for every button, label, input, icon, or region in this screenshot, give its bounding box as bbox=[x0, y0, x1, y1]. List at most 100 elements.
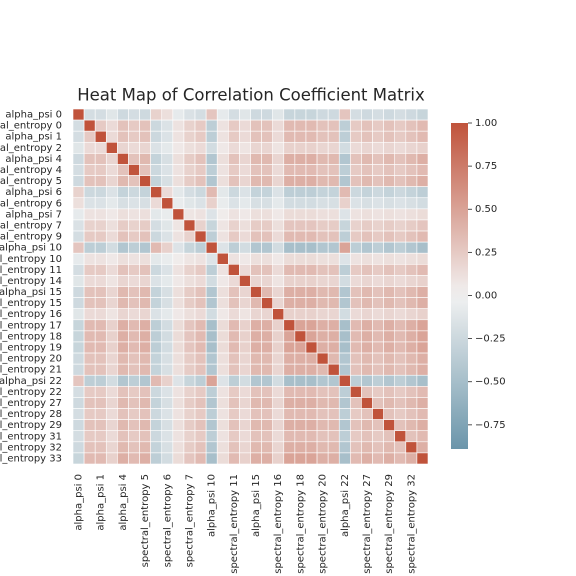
heatmap-cell bbox=[205, 330, 218, 343]
heatmap-cell bbox=[150, 153, 163, 165]
heatmap-cell bbox=[294, 352, 307, 365]
heatmap-cell bbox=[105, 119, 118, 132]
heatmap-cell bbox=[194, 186, 207, 199]
heatmap-cell bbox=[416, 363, 429, 376]
heatmap-cell bbox=[105, 108, 118, 121]
heatmap-cell bbox=[72, 186, 85, 199]
heatmap-cell bbox=[383, 386, 396, 398]
heatmap-cell bbox=[194, 363, 207, 376]
heatmap-cell bbox=[250, 252, 262, 265]
heatmap-cell bbox=[94, 341, 107, 354]
heatmap-cell bbox=[383, 264, 396, 276]
colorbar-tick-label: 0.50 bbox=[475, 204, 497, 215]
heatmap-cell bbox=[239, 130, 251, 143]
heatmap-cell bbox=[416, 197, 429, 210]
heatmap-cell bbox=[405, 108, 418, 121]
y-tick-label: spectral_entropy 4 bbox=[0, 165, 62, 176]
heatmap-cell bbox=[228, 419, 240, 432]
heatmap-cell bbox=[316, 197, 329, 210]
heatmap-cell bbox=[72, 264, 85, 276]
heatmap-cell bbox=[117, 264, 129, 276]
heatmap-cell bbox=[72, 297, 85, 309]
y-tick-label: spectral_entropy 0 bbox=[0, 121, 62, 132]
heatmap-cell bbox=[294, 441, 307, 454]
heatmap-cell bbox=[372, 386, 384, 398]
heatmap-cell bbox=[272, 186, 285, 199]
heatmap-cell bbox=[250, 164, 262, 176]
heatmap-cell bbox=[194, 352, 207, 365]
heatmap-cell bbox=[261, 452, 273, 465]
heatmap-cell bbox=[361, 352, 373, 365]
heatmap-cell bbox=[294, 208, 307, 221]
heatmap-cell bbox=[194, 219, 207, 232]
heatmap-cell bbox=[416, 286, 429, 298]
heatmap-cell bbox=[305, 374, 318, 387]
heatmap-cell bbox=[205, 374, 218, 387]
heatmap-cell bbox=[205, 197, 218, 210]
heatmap-cell bbox=[117, 164, 129, 176]
heatmap-cell bbox=[83, 219, 96, 232]
heatmap-cell bbox=[261, 441, 273, 454]
heatmap-cell bbox=[172, 308, 185, 321]
heatmap-cell bbox=[394, 230, 407, 243]
heatmap-cell bbox=[394, 141, 407, 154]
heatmap-cell bbox=[150, 319, 163, 332]
heatmap-cell bbox=[72, 153, 85, 165]
heatmap-cell bbox=[316, 264, 329, 276]
heatmap-cell bbox=[161, 341, 174, 354]
heatmap-cell bbox=[216, 230, 229, 243]
heatmap-cell bbox=[172, 374, 185, 387]
heatmap-cell bbox=[161, 141, 174, 154]
heatmap-cell bbox=[205, 430, 218, 443]
heatmap-cell bbox=[416, 352, 429, 365]
heatmap-cell bbox=[139, 363, 151, 376]
x-tick-label: spectral_entropy 5 bbox=[140, 474, 151, 567]
heatmap-cell bbox=[316, 430, 329, 443]
heatmap-cell bbox=[272, 175, 285, 187]
heatmap-cell bbox=[327, 153, 340, 165]
heatmap-cell bbox=[338, 175, 351, 187]
heatmap-cell bbox=[94, 330, 107, 343]
heatmap-cell bbox=[194, 297, 207, 309]
heatmap-cell bbox=[172, 452, 185, 465]
heatmap-cell bbox=[139, 119, 151, 132]
heatmap-cell bbox=[338, 430, 351, 443]
heatmap-cell bbox=[327, 363, 340, 376]
heatmap-cell bbox=[117, 308, 129, 321]
heatmap-cell bbox=[305, 219, 318, 232]
heatmap-cell bbox=[83, 241, 96, 254]
heatmap-cell bbox=[194, 264, 207, 276]
heatmap-cell bbox=[128, 252, 140, 265]
heatmap-cell bbox=[228, 219, 240, 232]
heatmap-cell bbox=[216, 286, 229, 298]
heatmap-cell bbox=[383, 241, 396, 254]
heatmap-cell bbox=[216, 175, 229, 187]
heatmap-cell bbox=[261, 252, 273, 265]
heatmap-cell bbox=[172, 330, 185, 343]
heatmap-cell bbox=[383, 164, 396, 176]
heatmap-cell bbox=[372, 275, 384, 287]
heatmap-cell bbox=[216, 241, 229, 254]
heatmap-cell bbox=[416, 452, 429, 465]
heatmap-cell bbox=[327, 297, 340, 309]
heatmap-cell bbox=[139, 208, 151, 221]
heatmap-cell bbox=[338, 230, 351, 243]
heatmap-cell bbox=[128, 108, 140, 121]
heatmap-cell bbox=[305, 330, 318, 343]
heatmap-cell bbox=[350, 308, 362, 321]
heatmap-cell bbox=[294, 419, 307, 432]
heatmap-cell bbox=[161, 430, 174, 443]
heatmap-cell bbox=[117, 452, 129, 465]
heatmap-cell bbox=[294, 130, 307, 143]
heatmap-cell bbox=[239, 386, 251, 398]
heatmap-cell bbox=[161, 330, 174, 343]
heatmap-cell bbox=[172, 208, 185, 221]
heatmap-cell bbox=[72, 408, 85, 420]
heatmap-cell bbox=[361, 219, 373, 232]
heatmap-cell bbox=[261, 208, 273, 221]
heatmap-cell bbox=[239, 374, 251, 387]
heatmap-cell bbox=[416, 330, 429, 343]
heatmap-cell bbox=[117, 230, 129, 243]
y-tick-label: spectral_entropy 22 bbox=[0, 387, 62, 398]
heatmap-cell bbox=[128, 208, 140, 221]
